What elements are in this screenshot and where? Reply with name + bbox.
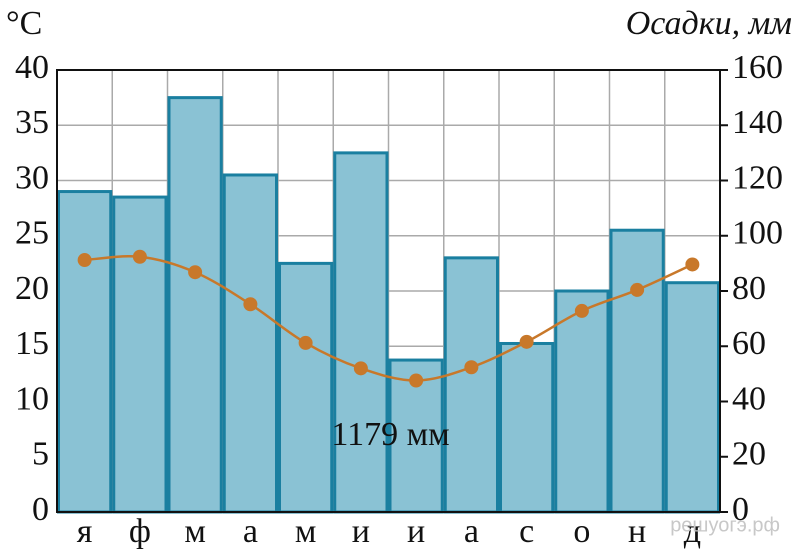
y-tick-label: 30 <box>15 159 49 196</box>
x-tick-label: д <box>684 513 701 550</box>
point <box>298 335 313 350</box>
bar <box>333 151 389 514</box>
plot-frame <box>56 69 721 513</box>
bar <box>278 261 334 514</box>
point <box>574 303 589 318</box>
point <box>188 265 203 280</box>
y2-tick-label: 120 <box>732 159 783 196</box>
y2-tick-label: 80 <box>732 270 766 307</box>
x-tick-label: я <box>77 513 93 550</box>
point <box>77 253 92 268</box>
x-tick-label: м <box>184 513 206 550</box>
y-tick-label: 40 <box>15 49 49 86</box>
y2-tick-label: 100 <box>732 215 783 252</box>
x-tick-label: а <box>464 513 479 550</box>
y-tick-label: 20 <box>15 270 49 307</box>
y2-tick-label: 0 <box>732 491 749 528</box>
y-tick-label: 25 <box>15 215 49 252</box>
bar <box>167 96 223 514</box>
y2-tick-label: 160 <box>732 49 783 86</box>
x-tick-label: а <box>243 513 258 550</box>
point <box>353 361 368 376</box>
x-tick-label: н <box>628 513 646 550</box>
bar <box>554 289 610 514</box>
bar <box>443 256 499 514</box>
point <box>409 373 424 388</box>
right-axis-title: Осадки, мм <box>626 5 792 42</box>
x-tick-label: с <box>519 513 534 550</box>
x-tick-label: и <box>352 513 370 550</box>
y2-tick-label: 40 <box>732 380 766 417</box>
point <box>630 282 645 297</box>
bar <box>664 281 720 514</box>
y2-tick-label: 140 <box>732 104 783 141</box>
point <box>685 257 700 272</box>
y-tick-label: 35 <box>15 104 49 141</box>
x-tick-label: м <box>295 513 317 550</box>
bar <box>499 341 555 514</box>
bar <box>57 190 113 514</box>
annotation: 1179 мм <box>331 416 449 453</box>
point <box>519 334 534 349</box>
point <box>243 297 258 312</box>
y-tick-label: 5 <box>32 436 49 473</box>
left-axis-unit: °C <box>6 5 42 42</box>
point <box>464 360 479 375</box>
x-tick-label: о <box>573 513 590 550</box>
y-tick-label: 15 <box>15 325 49 362</box>
watermark: решуогэ.рф <box>670 514 780 536</box>
x-tick-label: ф <box>129 513 151 550</box>
bar <box>609 228 665 514</box>
x-tick-label: и <box>407 513 425 550</box>
y2-tick-label: 20 <box>732 436 766 473</box>
point <box>132 249 147 264</box>
bar <box>112 195 168 514</box>
y-tick-label: 10 <box>15 380 49 417</box>
y2-tick-label: 60 <box>732 325 766 362</box>
y-tick-label: 0 <box>32 491 49 528</box>
bar <box>222 173 278 514</box>
